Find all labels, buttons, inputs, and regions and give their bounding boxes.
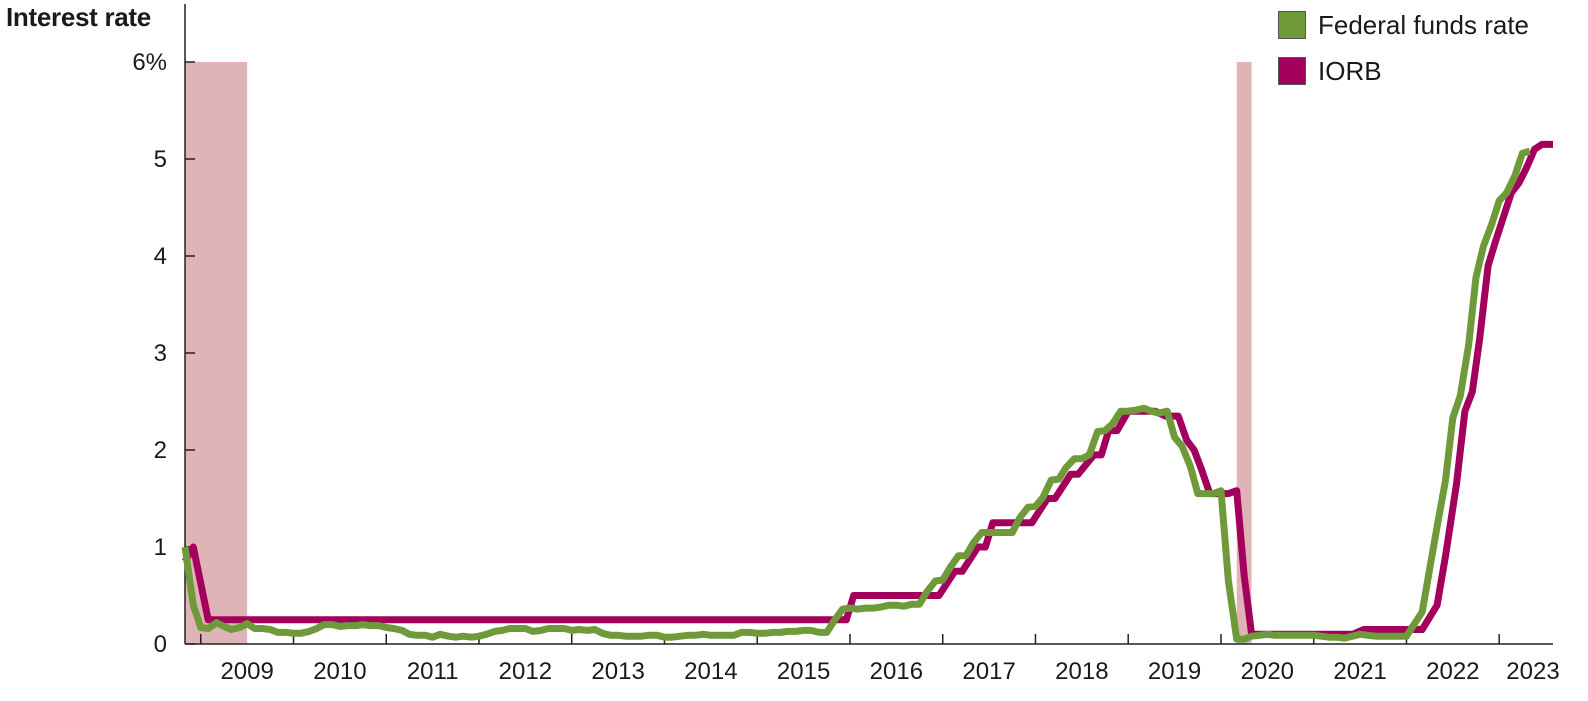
- x-tick-label-2016: 2016: [870, 658, 923, 685]
- x-tick-label-2015: 2015: [777, 658, 830, 685]
- y-tick-label-1: 1: [154, 534, 167, 561]
- y-tick-label-3: 3: [154, 340, 167, 367]
- legend: Federal funds rate IORB: [1278, 2, 1529, 94]
- x-tick-label-2011: 2011: [407, 658, 459, 685]
- x-tick-label-2013: 2013: [591, 658, 644, 685]
- x-tick-label-2014: 2014: [684, 658, 737, 685]
- x-tick-label-2012: 2012: [499, 658, 552, 685]
- x-tick-label-2020: 2020: [1241, 658, 1294, 685]
- x-tick-label-2019: 2019: [1148, 658, 1201, 685]
- x-tick-label-2021: 2021: [1333, 658, 1386, 685]
- y-tick-label-0: 0: [154, 631, 167, 658]
- series-line-federal-funds-rate: [181, 147, 1531, 643]
- y-axis-title: Interest rate: [6, 2, 151, 32]
- x-tick-label-2018: 2018: [1055, 658, 1108, 685]
- x-tick-label-2010: 2010: [313, 658, 366, 685]
- series-line-iorb: [181, 140, 1553, 638]
- y-tick-label-6: 6%: [132, 49, 167, 76]
- x-tick-label-2009: 2009: [220, 658, 273, 685]
- legend-item-iorb: IORB: [1278, 48, 1529, 94]
- legend-item-fed-funds: Federal funds rate: [1278, 2, 1529, 48]
- legend-swatch-fed-funds: [1278, 11, 1306, 39]
- legend-label-iorb: IORB: [1318, 55, 1382, 86]
- legend-label-fed-funds: Federal funds rate: [1318, 9, 1530, 40]
- y-tick-label-2: 2: [154, 437, 167, 464]
- y-tick-label-5: 5: [154, 146, 167, 173]
- x-tick-label-2017: 2017: [962, 658, 1015, 685]
- legend-swatch-iorb: [1278, 57, 1306, 85]
- x-tick-label-2023: 2023: [1506, 658, 1559, 685]
- y-tick-label-4: 4: [154, 243, 167, 270]
- x-tick-label-2022: 2022: [1426, 658, 1479, 685]
